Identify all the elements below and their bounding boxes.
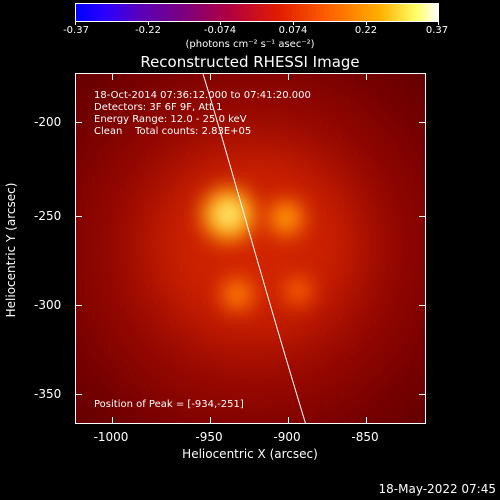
x-top-tick-0 <box>112 74 113 80</box>
plot-title: Reconstructed RHESSI Image <box>140 53 360 71</box>
y-right-tick-1 <box>419 216 425 217</box>
y-left-tick-3 <box>76 394 82 395</box>
y-right-tick-3 <box>419 394 425 395</box>
peak-position-label: Position of Peak = [-934,-251] <box>94 399 244 410</box>
y-tick-label-1: -250 <box>34 209 62 223</box>
energy-range-label: Energy Range: 12.0 - 25.0 keV <box>94 114 247 125</box>
colorbar-tick-0 <box>75 21 76 25</box>
x-tick-label-0: -1000 <box>93 430 129 444</box>
source-southeast <box>283 276 313 306</box>
colorbar-label-1: -0.22 <box>135 25 161 36</box>
x-tick-label-1: -950 <box>195 430 223 444</box>
render-timestamp: 18-May-2022 07:45 <box>378 482 496 496</box>
x-bottom-tick-0 <box>112 417 113 423</box>
y-right-tick-0 <box>419 122 425 123</box>
detectors-label: Detectors: 3F 6F 9F, Att 1 <box>94 102 223 113</box>
y-tick-label-3: -350 <box>34 387 62 401</box>
y-left-tick-0 <box>76 122 82 123</box>
colorbar-tick-1 <box>148 21 149 25</box>
y-tick-label-2: -300 <box>34 298 62 312</box>
colorbar <box>75 3 439 22</box>
y-right-tick-2 <box>419 305 425 306</box>
x-top-tick-1 <box>210 74 211 80</box>
colorbar-label-4: 0.22 <box>354 25 378 36</box>
colorbar-label-3: 0.074 <box>278 25 308 36</box>
colorbar-label-2: -0.074 <box>203 25 237 36</box>
x-bottom-tick-2 <box>288 417 289 423</box>
x-axis-title: Heliocentric X (arcsec) <box>182 447 318 461</box>
source-south <box>220 277 255 312</box>
source-peak <box>201 187 256 242</box>
background-glow <box>158 154 353 334</box>
colorbar-label-0: -0.37 <box>63 25 89 36</box>
clean-label: Clean Total counts: 2.83E+05 <box>94 126 252 137</box>
rhessi-image: 18-Oct-2014 07:36:12.000 to 07:41:20.000… <box>75 73 426 424</box>
colorbar-tick-3 <box>293 21 294 25</box>
x-bottom-tick-1 <box>210 417 211 423</box>
source-east <box>267 199 305 237</box>
colorbar-tick-4 <box>366 21 367 25</box>
colorbar-tick-5 <box>438 21 439 25</box>
colorbar-unit: (photons cm⁻² s⁻¹ asec⁻²) <box>185 39 315 50</box>
x-tick-label-3: -850 <box>351 430 379 444</box>
y-axis-title: Heliocentric Y (arcsec) <box>4 182 18 318</box>
colorbar-tick-2 <box>220 21 221 25</box>
x-top-tick-2 <box>288 74 289 80</box>
colorbar-label-5: 0.37 <box>425 25 449 36</box>
y-left-tick-1 <box>76 216 82 217</box>
x-top-tick-3 <box>366 74 367 80</box>
x-bottom-tick-3 <box>366 417 367 423</box>
y-tick-label-0: -200 <box>34 115 62 129</box>
x-tick-label-2: -900 <box>273 430 301 444</box>
time-range-label: 18-Oct-2014 07:36:12.000 to 07:41:20.000 <box>94 90 311 101</box>
y-left-tick-2 <box>76 305 82 306</box>
